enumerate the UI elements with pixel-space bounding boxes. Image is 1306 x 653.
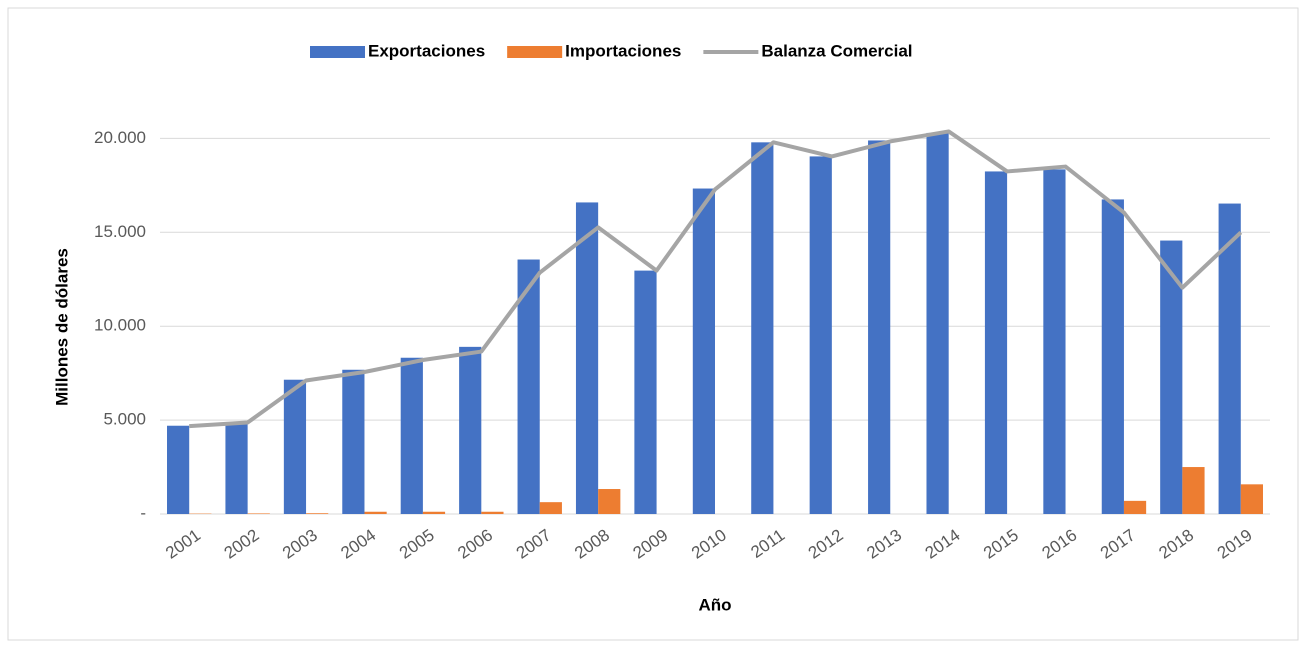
bar	[598, 489, 620, 514]
bar	[423, 512, 445, 514]
bar	[284, 380, 306, 514]
bar	[248, 513, 270, 514]
bar	[868, 140, 890, 514]
bar	[751, 142, 773, 514]
y-tick-label: 5.000	[103, 410, 146, 429]
bar	[1124, 501, 1146, 514]
bar	[926, 133, 948, 514]
y-tick-label: 10.000	[94, 316, 146, 335]
bar	[576, 202, 598, 514]
y-tick-label: 20.000	[94, 128, 146, 147]
y-tick-label: 15.000	[94, 222, 146, 241]
bar	[1241, 484, 1263, 514]
legend-label: Balanza Comercial	[761, 41, 912, 60]
bar	[225, 422, 247, 514]
legend-swatch	[507, 46, 562, 58]
y-tick-label: -	[140, 503, 146, 522]
bar	[481, 512, 503, 514]
bar	[1102, 199, 1124, 514]
legend-label: Importaciones	[565, 41, 681, 60]
bar	[1182, 467, 1204, 514]
bar	[459, 347, 481, 514]
bar	[540, 502, 562, 514]
legend-label: Exportaciones	[368, 41, 485, 60]
x-axis-title: Año	[698, 595, 731, 614]
bar	[167, 426, 189, 514]
bar	[985, 171, 1007, 514]
bar	[306, 513, 328, 514]
bar	[693, 189, 715, 514]
legend-swatch	[310, 46, 365, 58]
bar	[634, 271, 656, 514]
y-axis-title: Millones de dólares	[52, 248, 71, 406]
bar	[364, 512, 386, 514]
bar	[401, 358, 423, 514]
bar	[810, 156, 832, 514]
bar	[1043, 169, 1065, 514]
bar	[342, 370, 364, 514]
